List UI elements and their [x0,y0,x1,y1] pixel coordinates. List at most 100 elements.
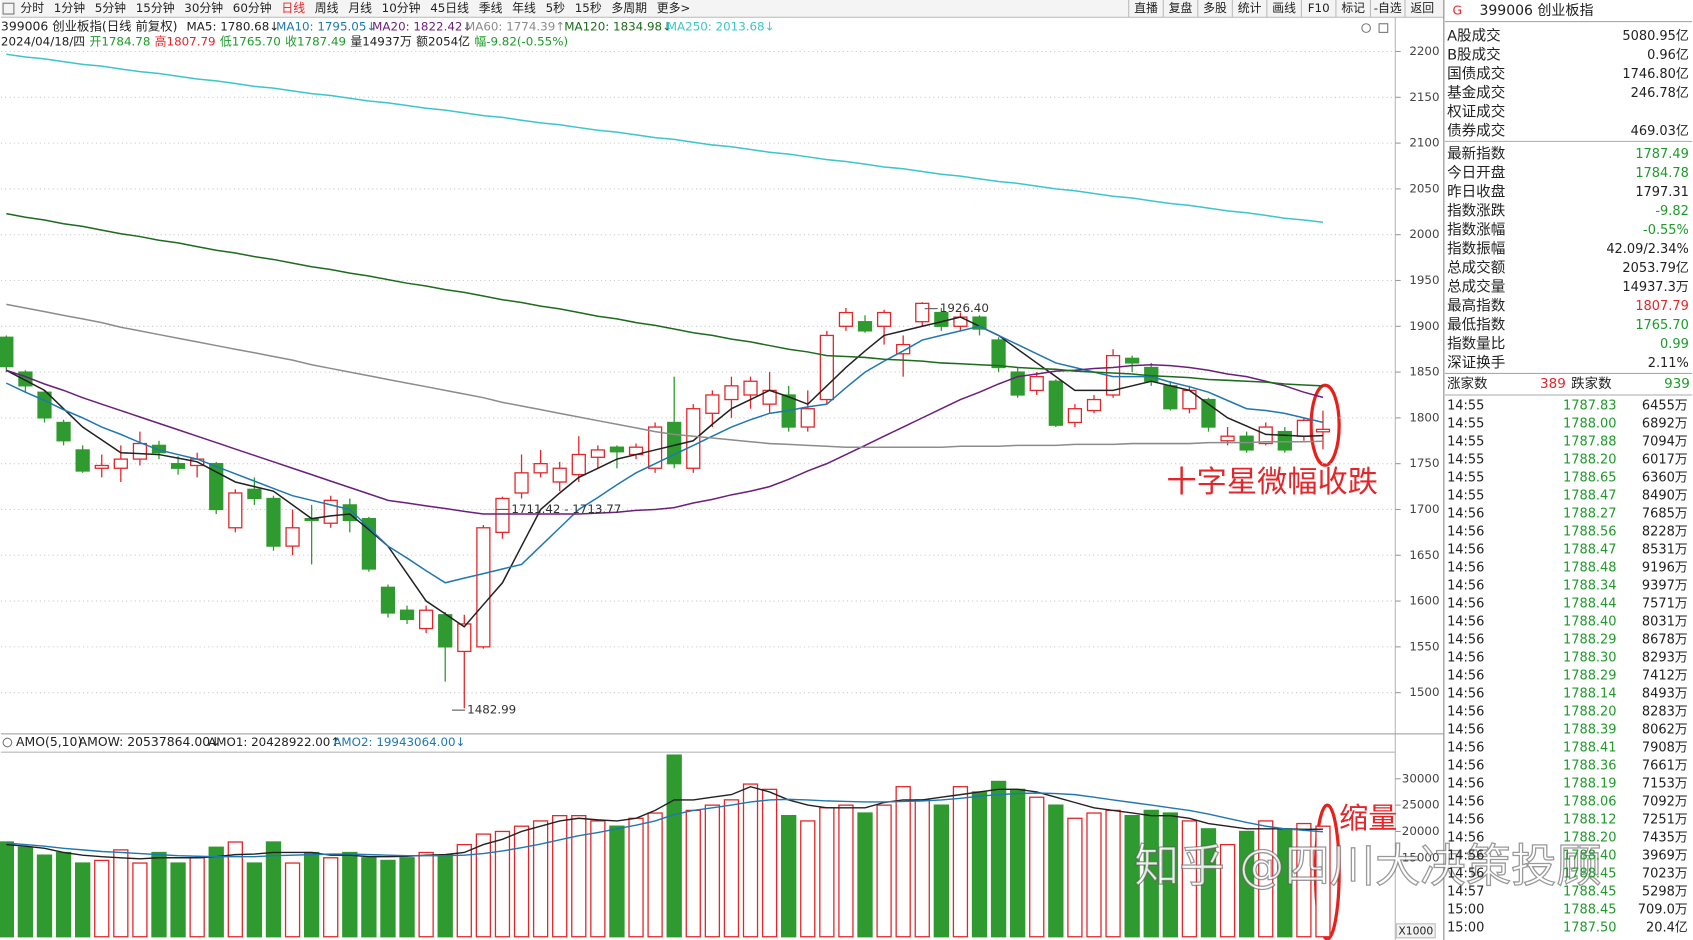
toolbar-button[interactable]: F10 [1308,1,1330,15]
volume-bar [1238,830,1255,938]
volume-bar [800,820,816,938]
tick-volume: 709.0万 [1638,903,1688,918]
stat-label: 基金成交 [1447,84,1505,102]
tick-volume: 6892万 [1642,416,1688,431]
tick-time: 14:56 [1447,578,1484,593]
tick-time: 14:56 [1447,542,1484,557]
toolbar-tab[interactable]: 季线 [479,1,503,15]
y-tick-label: 1800 [1409,410,1439,424]
volume-bar [227,841,243,938]
candle-body [495,497,510,534]
toolbar-tab[interactable]: 日线 [281,1,305,15]
annotation: 1926.40 [940,301,989,315]
toolbar-tab[interactable]: 15秒 [575,1,602,15]
toolbar-tab[interactable]: 45日线 [430,1,469,15]
toolbar-button[interactable]: 多股 [1203,1,1227,15]
volume-bar [628,817,644,938]
volume-bar [17,846,34,938]
volume-bar [1219,843,1236,938]
tick-price: 1787.88 [1563,434,1617,449]
toolbar-tab[interactable]: 15分钟 [136,1,175,15]
window-icon[interactable] [1378,23,1389,33]
y-tick-label: 1500 [1409,685,1439,699]
tick-volume: 8293万 [1642,650,1688,665]
tick-price: 1788.06 [1563,795,1617,810]
volume-bar [1010,788,1026,938]
toolbar-button[interactable]: 标记 [1341,1,1365,15]
tick-price: 1788.45 [1563,867,1617,882]
toolbar-tab[interactable]: 多周期 [611,1,647,15]
volume-bar [914,799,930,938]
quote-summary: 高1807.79 [155,35,216,49]
market-breadth: 跌家数 [1571,375,1612,392]
legend-entry: MA20: 1822.42↓ [372,19,472,33]
tick-time: 14:55 [1447,470,1484,485]
toolbar-tab[interactable]: 5分钟 [95,1,126,15]
market-breadth: 939 [1664,376,1690,392]
annotation: 1482.99 [467,703,516,717]
settings-icon[interactable] [1361,23,1372,33]
toolbar-button[interactable]: 返回 [1410,1,1434,15]
tick-volume: 8283万 [1642,704,1688,719]
toolbar-tab[interactable]: 月线 [348,1,372,15]
tick-volume: 9397万 [1642,578,1688,593]
toolbar-button[interactable]: 统计 [1238,1,1262,15]
toolbar-tab[interactable]: 1分钟 [54,1,85,15]
legend-entry: AMO2: 19943064.00↓ [333,735,465,749]
toolbar-button[interactable]: 直播 [1134,1,1158,15]
indicator-icon[interactable] [2,737,13,748]
volume-bar [1258,820,1274,938]
toolbar-tab[interactable]: 10分钟 [382,1,421,15]
toolbar-button[interactable]: 画线 [1272,1,1296,15]
volume-bar [36,854,53,938]
stat-label: 国债成交 [1447,65,1505,83]
tick-volume: 6017万 [1642,452,1688,467]
tick-time: 14:55 [1447,416,1484,431]
toolbar-tab[interactable]: 30分钟 [184,1,223,15]
toolbar-button[interactable]: -自选 [1374,1,1402,15]
tick-price: 1788.45 [1563,885,1617,900]
tick-volume: 6360万 [1642,470,1688,485]
quote-value: 2053.79亿 [1622,261,1688,276]
candle-body [876,311,892,327]
volume-bar [94,859,110,938]
candle-body [571,453,586,476]
toolbar-tab[interactable]: 60分钟 [233,1,272,15]
toolbar-tab[interactable]: 年线 [512,1,536,15]
ma-line [5,316,1324,628]
volume-bar [1124,815,1140,938]
tick-time: 15:00 [1447,921,1484,936]
volume-bar [971,791,988,938]
tick-time: 14:56 [1447,650,1484,665]
tick-volume: 7023万 [1642,867,1688,882]
toolbar-tab[interactable]: 更多> [657,1,691,15]
toolbar-tab[interactable]: 5秒 [546,1,566,15]
ma-line [6,53,1324,223]
toolbar-tab[interactable]: 周线 [315,1,339,15]
candle-body [438,614,453,648]
candle-body [285,527,300,547]
toolbar-button[interactable]: 复盘 [1169,1,1193,15]
volume-bar [704,804,721,938]
y-tick-label: 25000 [1402,798,1440,812]
tick-price: 1788.41 [1563,741,1617,756]
candle-body [170,463,186,469]
candle-body [991,339,1006,369]
y-tick-label: 15000 [1402,850,1440,864]
quote-value: 1787.49 [1635,147,1689,162]
candle-body [380,586,396,614]
volume-bar [475,833,492,938]
volume-bar [170,862,186,938]
volume-bar [399,857,415,938]
tick-price: 1788.40 [1563,614,1617,629]
amo-line [6,792,1324,858]
toolbar-tab[interactable]: 分时 [20,1,44,15]
volume-bar [838,804,854,938]
tick-volume: 8031万 [1642,614,1688,629]
y-tick-label: 2000 [1409,227,1439,241]
menu-icon[interactable] [2,2,15,15]
tick-time: 14:56 [1447,686,1484,701]
volume-bar [857,812,873,938]
indicator-title: AMO(5,10) [16,734,82,749]
